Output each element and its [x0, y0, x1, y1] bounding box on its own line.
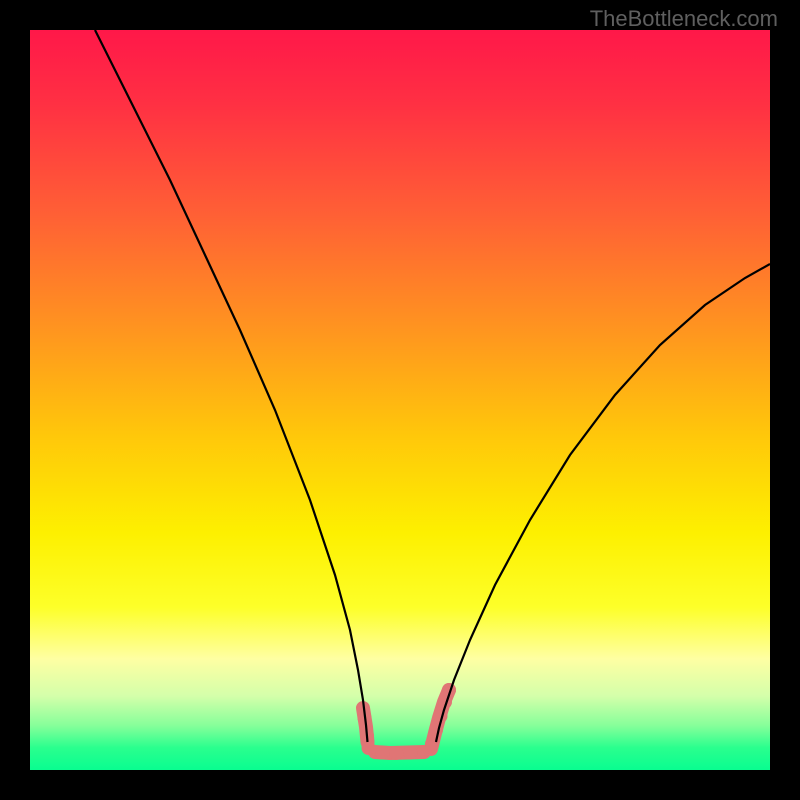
dot-marker — [403, 746, 417, 760]
watermark-text: TheBottleneck.com — [590, 6, 778, 32]
dot-marker — [362, 741, 376, 755]
bottleneck-chart — [30, 30, 770, 770]
curve-left — [95, 30, 368, 742]
dot-marker — [389, 746, 403, 760]
chart-curves-layer — [30, 30, 770, 770]
dot-marker — [375, 746, 389, 760]
curve-right — [436, 264, 770, 742]
